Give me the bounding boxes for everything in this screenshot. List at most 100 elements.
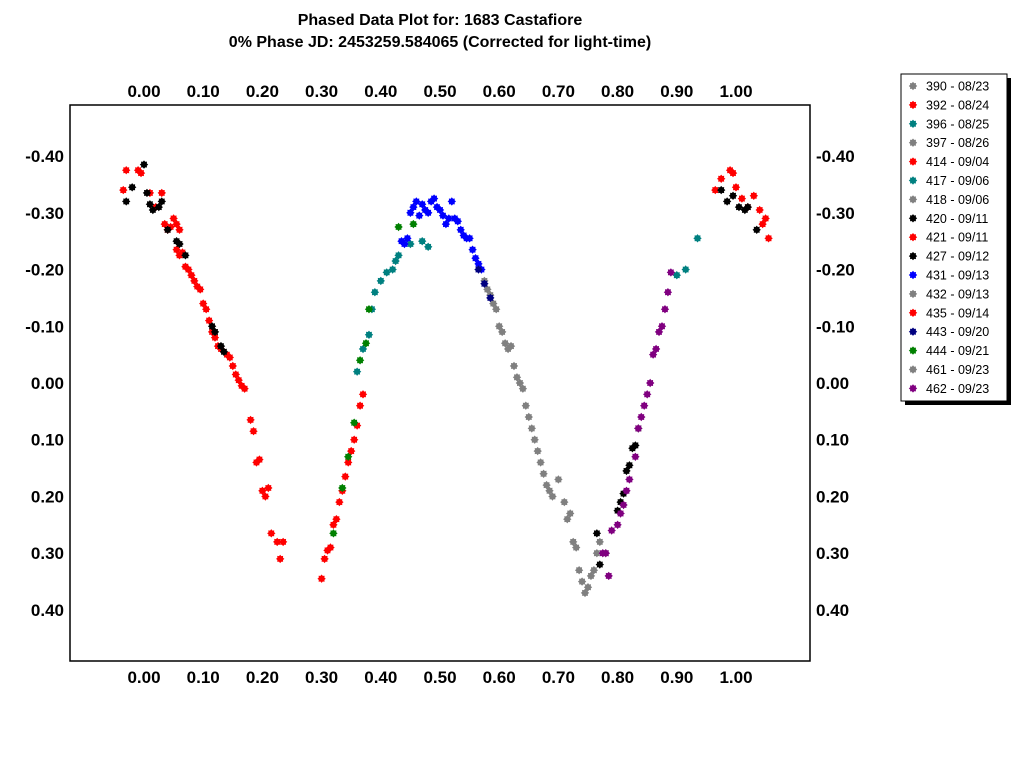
x-tick-label-bottom: 0.30 [305, 668, 338, 687]
data-point [643, 390, 652, 399]
data-point [622, 486, 631, 495]
y-tick-label-right: 0.40 [816, 601, 849, 620]
y-tick-label-left: -0.40 [25, 147, 64, 166]
data-point [394, 251, 403, 260]
data-point [444, 214, 454, 223]
data-points-layer [119, 160, 773, 598]
data-point [604, 571, 613, 581]
data-point [267, 529, 276, 538]
data-point [338, 483, 347, 493]
data-point [651, 344, 661, 354]
data-point [583, 583, 593, 592]
y-tick-label-right: 0.30 [816, 544, 849, 563]
data-point [554, 475, 563, 484]
tick-layer: 0.00 0.00 0.10 0.10 0.20 0.20 0.30 0.30 0.40 0.40… [25, 82, 855, 687]
chart-title: Phased Data Plot for: 1683 Castafiore [298, 12, 583, 29]
data-point [403, 234, 412, 243]
data-point [358, 344, 368, 354]
data-point [172, 245, 181, 254]
legend-marker [908, 214, 918, 223]
legend-label: 444 - 09/21 [926, 344, 989, 358]
data-point [157, 188, 166, 198]
series-427-09-12 [207, 322, 643, 515]
data-point [264, 483, 273, 493]
data-point [210, 333, 220, 342]
data-point [749, 191, 758, 200]
x-tick-label-top: 0.10 [187, 82, 220, 101]
legend-marker [908, 346, 918, 355]
data-point [355, 401, 365, 410]
data-point [225, 353, 234, 362]
data-point [601, 549, 610, 558]
data-point [592, 529, 602, 538]
data-point [764, 234, 773, 243]
data-point [761, 214, 770, 223]
data-point [755, 205, 764, 215]
data-point [418, 237, 427, 246]
legend-label: 427 - 09/12 [926, 250, 989, 264]
data-point [276, 554, 285, 564]
legend-marker [908, 157, 918, 166]
data-point [361, 339, 371, 348]
data-point [175, 225, 184, 234]
data-point [646, 378, 655, 388]
data-point [592, 549, 602, 558]
data-point [163, 225, 172, 234]
data-point [637, 412, 646, 422]
data-point [737, 194, 747, 203]
data-point [634, 424, 643, 433]
y-tick-label-right: 0.00 [816, 374, 849, 393]
series-417-09-06 [352, 234, 702, 376]
x-tick-label-top: 0.50 [423, 82, 456, 101]
legend-marker [908, 138, 918, 147]
data-point [139, 160, 149, 169]
data-point [219, 347, 229, 356]
data-point [160, 219, 169, 229]
legend-marker [908, 384, 918, 393]
data-point [521, 401, 530, 410]
y-tick-label-left: -0.10 [25, 317, 64, 336]
data-point [187, 271, 196, 280]
data-point [640, 401, 649, 410]
y-tick-label-right: -0.10 [816, 317, 855, 336]
series-420-09-11 [122, 160, 761, 569]
data-point [344, 458, 353, 467]
data-point [572, 543, 581, 552]
data-point [492, 305, 501, 314]
data-point [278, 537, 288, 547]
data-point [157, 197, 166, 206]
legend-label: 418 - 09/06 [926, 193, 989, 207]
legend-marker [908, 195, 918, 204]
data-point [329, 520, 338, 529]
legend-marker [908, 251, 918, 261]
legend-label: 420 - 09/11 [926, 212, 988, 226]
data-point [527, 424, 536, 433]
data-point [441, 219, 451, 229]
x-tick-label-bottom: 0.60 [483, 668, 516, 687]
data-point [607, 526, 616, 535]
data-point [136, 168, 146, 178]
y-tick-label-right: 0.20 [816, 487, 849, 506]
y-tick-label-left: 0.00 [31, 374, 64, 393]
legend-label: 417 - 09/06 [926, 174, 989, 188]
data-point [202, 305, 211, 314]
data-point [717, 174, 726, 183]
data-point [483, 285, 492, 294]
legend-label: 432 - 09/13 [926, 287, 989, 301]
legend-marker [908, 270, 918, 280]
x-tick-label-bottom: 0.20 [246, 668, 279, 687]
x-tick-label-top: 0.00 [127, 82, 160, 101]
x-tick-label-top: 0.20 [246, 82, 279, 101]
legend-marker [908, 327, 918, 336]
data-point [391, 256, 400, 266]
data-point [758, 219, 767, 229]
data-point [335, 497, 344, 507]
data-point [456, 225, 465, 234]
legend-marker [908, 119, 918, 128]
data-point [258, 486, 267, 495]
data-point [631, 452, 640, 461]
y-tick-label-left: 0.40 [31, 601, 64, 620]
data-point [249, 427, 258, 436]
y-tick-label-right: -0.20 [816, 261, 855, 280]
data-point [731, 183, 741, 192]
